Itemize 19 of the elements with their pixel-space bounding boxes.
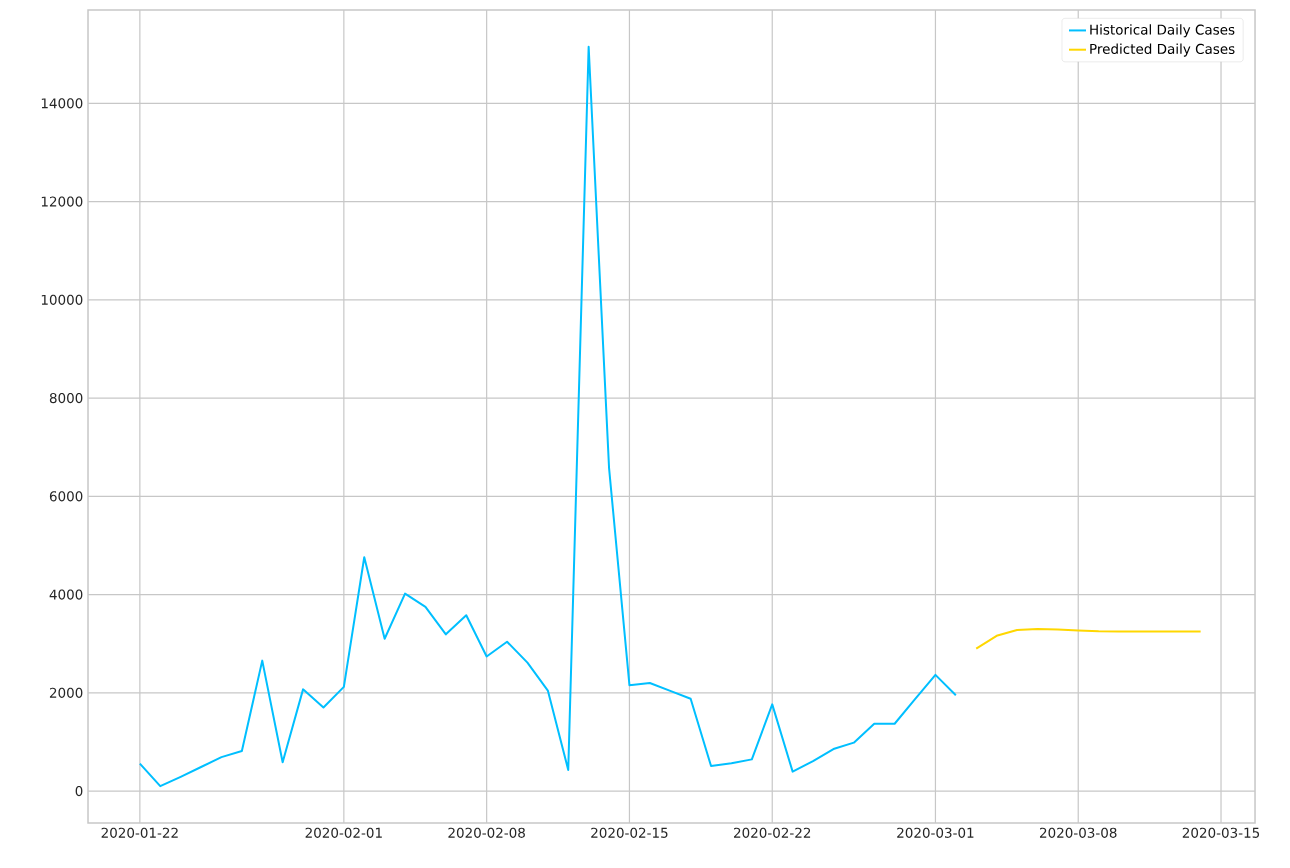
x-tick-label: 2020-02-01 (305, 827, 382, 838)
x-tick-label: 2020-02-15 (591, 827, 668, 838)
x-tick-label: 2020-01-22 (101, 827, 178, 838)
legend-label: Historical Daily Cases (1090, 24, 1235, 38)
line-series (138, 45, 957, 788)
x-tick-label: 2020-03-08 (1039, 827, 1117, 838)
y-tick-label: 6000 (49, 491, 83, 502)
y-tick-label: 14000 (41, 98, 83, 109)
y-tick-label: 8000 (49, 392, 83, 404)
x-tick-label: 2020-02-22 (734, 827, 811, 838)
y-tick-label: 0 (75, 785, 83, 797)
x-tick-label: 2020-03-01 (897, 827, 974, 838)
y-tick-label: 12000 (41, 196, 83, 207)
y-tick-label: 10000 (41, 294, 83, 305)
x-tick-label: 2020-02-08 (448, 827, 525, 838)
y-tick-label: 4000 (49, 589, 83, 600)
legend-label: Predicted Daily Cases (1090, 43, 1235, 57)
y-tick-label: 2000 (49, 687, 83, 698)
x-tick-label: 2020-03-15 (1182, 827, 1260, 838)
